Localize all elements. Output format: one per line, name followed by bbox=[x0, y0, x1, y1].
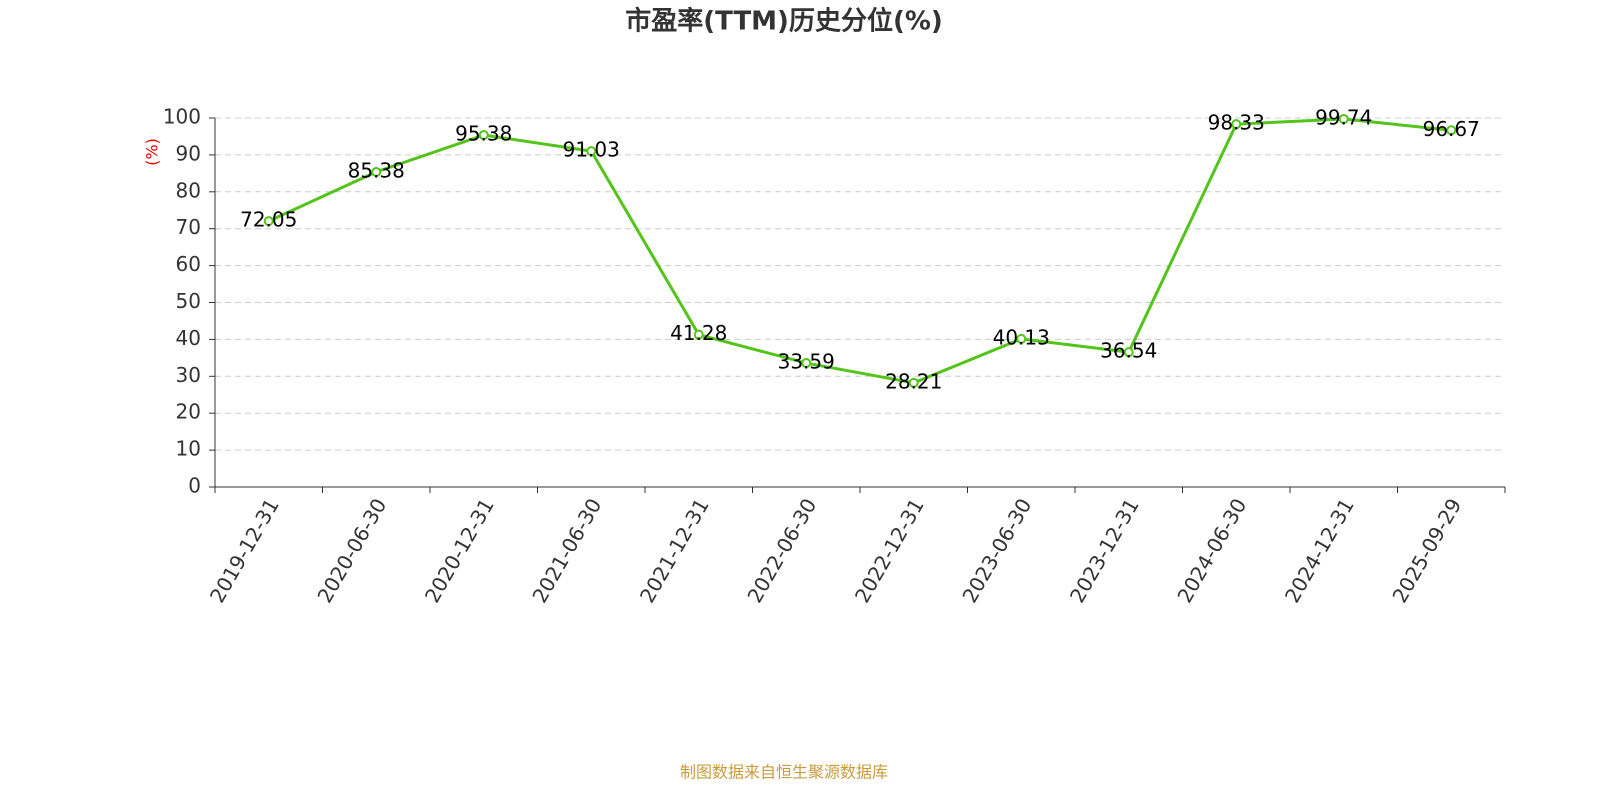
y-tick-label: 0 bbox=[188, 474, 201, 498]
point bbox=[801, 358, 812, 369]
y-tick-label: 90 bbox=[176, 141, 201, 165]
point bbox=[263, 216, 274, 227]
data-label: 41.28 bbox=[670, 321, 727, 345]
point bbox=[1231, 119, 1242, 130]
y-tick-label: 30 bbox=[176, 363, 201, 387]
y-tick-label: 20 bbox=[176, 400, 201, 424]
y-tick-label: 10 bbox=[176, 437, 201, 461]
data-label: 72.05 bbox=[240, 208, 297, 232]
y-axis-label: (%) bbox=[143, 138, 162, 166]
data-label: 33.59 bbox=[778, 350, 835, 374]
data-label: 99.74 bbox=[1315, 105, 1372, 129]
x-tick-label: 2023-12-31 bbox=[1065, 494, 1144, 607]
x-tick-label: 2024-06-30 bbox=[1172, 494, 1251, 607]
chart-title: 市盈率(TTM)历史分位(%) bbox=[625, 6, 943, 37]
y-tick-label: 80 bbox=[176, 178, 201, 202]
point bbox=[1016, 333, 1027, 344]
y-tick-label: 40 bbox=[176, 326, 201, 350]
x-tick-label: 2020-06-30 bbox=[312, 494, 391, 607]
y-tick-label: 70 bbox=[176, 215, 201, 239]
x-tick-label: 2019-12-31 bbox=[205, 494, 284, 607]
point bbox=[1123, 347, 1134, 358]
line bbox=[268, 117, 1452, 385]
point bbox=[1338, 113, 1349, 124]
point bbox=[586, 146, 597, 157]
data-label: 95.38 bbox=[455, 122, 512, 146]
x-tick-label: 2021-12-31 bbox=[635, 494, 714, 607]
data-label: 40.13 bbox=[993, 325, 1050, 349]
x-tick-label: 2025-09-29 bbox=[1387, 494, 1466, 607]
data-label: 85.38 bbox=[348, 158, 405, 182]
point bbox=[693, 329, 704, 340]
x-tick-label: 2021-06-30 bbox=[527, 494, 606, 607]
point bbox=[371, 166, 382, 177]
x-tick-label: 2023-06-30 bbox=[957, 494, 1036, 607]
point bbox=[908, 377, 919, 388]
y-tick-label: 100 bbox=[163, 105, 201, 129]
x-tick-label: 2022-06-30 bbox=[742, 494, 821, 607]
x-tick-label: 2022-12-31 bbox=[850, 494, 929, 607]
source: 制图数据来自恒生聚源数据库 bbox=[680, 763, 888, 782]
point bbox=[478, 130, 489, 141]
y-tick-label: 60 bbox=[176, 252, 201, 276]
data-label: 91.03 bbox=[563, 138, 620, 162]
data-label: 96.67 bbox=[1423, 117, 1480, 141]
point bbox=[1446, 125, 1457, 136]
data-label: 28.21 bbox=[885, 369, 942, 393]
y-tick-label: 50 bbox=[176, 289, 201, 313]
data-label: 98.33 bbox=[1208, 111, 1265, 135]
x-tick-label: 2020-12-31 bbox=[420, 494, 499, 607]
data-label: 36.54 bbox=[1100, 339, 1157, 363]
x-tick-label: 2024-12-31 bbox=[1280, 494, 1359, 607]
